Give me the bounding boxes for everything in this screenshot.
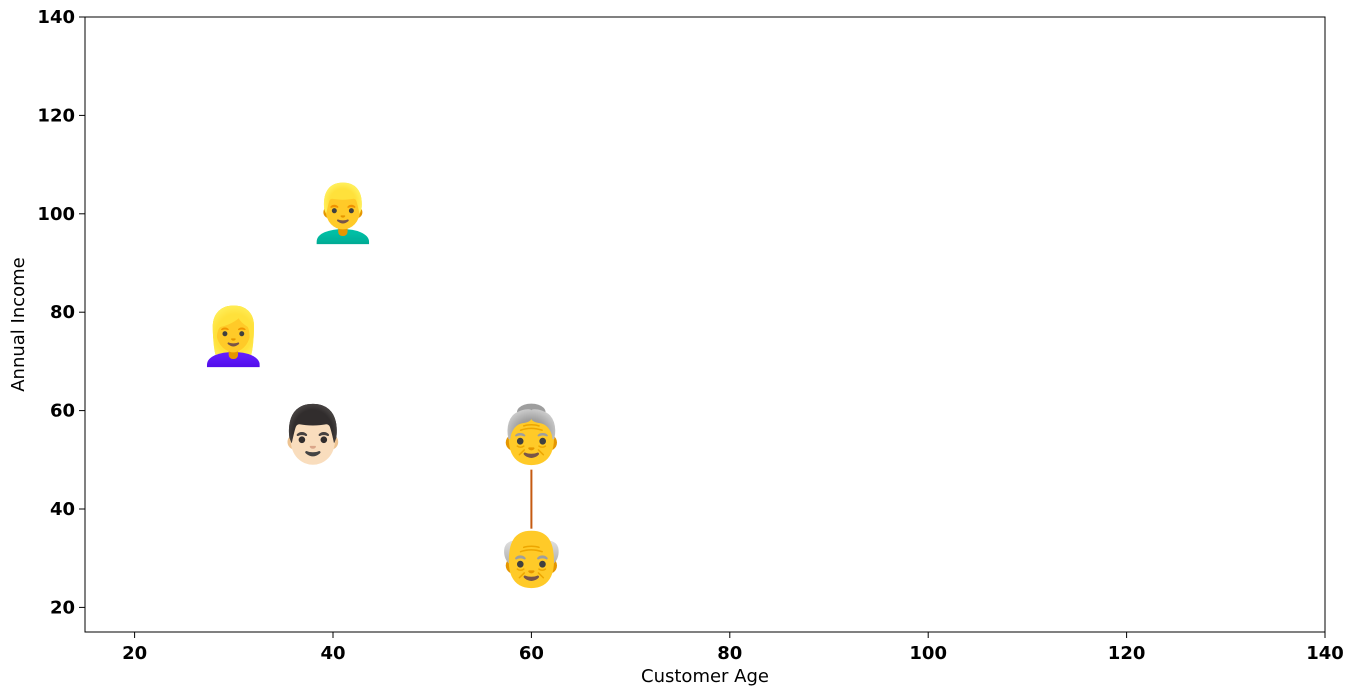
y-tick-label: 100	[37, 204, 75, 225]
y-tick-label: 120	[37, 105, 75, 126]
y-tick-label: 80	[50, 302, 75, 323]
y-tick-label: 60	[50, 401, 75, 422]
x-tick-label: 80	[717, 643, 742, 664]
y-tick-label: 40	[50, 499, 75, 520]
x-tick-label: 100	[909, 643, 947, 664]
x-tick-label: 40	[320, 643, 345, 664]
woman-ponytail-icon: 👱‍♀️	[199, 304, 269, 369]
plot-frame	[84, 16, 1326, 633]
points-layer: 👱‍♂️ 👱‍♀️👨🏻 👵 👴	[199, 181, 566, 590]
y-axis: 20 40 60 80 100 120 140	[37, 7, 85, 618]
y-axis-title: Annual Income	[8, 257, 29, 392]
x-axis: 20 40 60 80 100 120 140	[122, 632, 1344, 664]
old-woman-icon: 👵	[497, 403, 567, 468]
old-man-icon: 👴	[497, 526, 567, 591]
man-mustache-icon: 👨🏻	[278, 403, 348, 468]
x-tick-label: 120	[1108, 643, 1146, 664]
x-tick-label: 20	[122, 643, 147, 664]
y-tick-label: 20	[50, 597, 75, 618]
y-tick-label: 140	[37, 7, 75, 28]
x-axis-title: Customer Age	[641, 666, 769, 687]
x-tick-label: 140	[1306, 643, 1344, 664]
man-blond-icon: 👱‍♂️	[308, 181, 378, 246]
x-tick-label: 60	[519, 643, 544, 664]
